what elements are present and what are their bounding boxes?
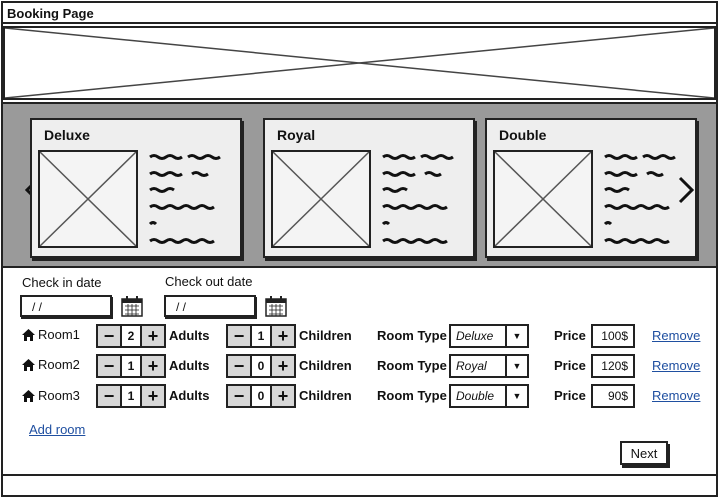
caret-down-icon: ▼ xyxy=(505,356,527,376)
increment-button[interactable]: + xyxy=(272,326,294,346)
children-count[interactable]: 0 xyxy=(250,356,272,376)
children-label: Children xyxy=(299,358,352,373)
check-out-input[interactable]: / / xyxy=(164,295,256,317)
chevron-right-icon[interactable] xyxy=(676,174,696,206)
calendar-icon[interactable] xyxy=(265,295,287,317)
children-stepper: − 0 + xyxy=(226,354,296,378)
children-label: Children xyxy=(299,328,352,343)
adults-label: Adults xyxy=(169,388,210,403)
room-name-text: Room2 xyxy=(38,357,80,372)
adults-stepper: − 2 + xyxy=(96,324,166,348)
price-label: Price xyxy=(554,358,586,373)
text-placeholder-scribble xyxy=(603,154,676,244)
check-out-label: Check out date xyxy=(165,274,253,289)
room-card-double[interactable]: Double xyxy=(485,118,697,258)
room-label: Room3 xyxy=(21,388,80,403)
price-field: 100$ xyxy=(591,324,635,348)
decrement-button[interactable]: − xyxy=(228,326,250,346)
caret-down-icon: ▼ xyxy=(505,326,527,346)
check-in-input[interactable]: / / xyxy=(20,295,112,317)
room-image-placeholder xyxy=(271,150,371,248)
calendar-icon[interactable] xyxy=(121,295,143,317)
home-icon xyxy=(22,389,35,402)
room-card-title: Royal xyxy=(277,127,316,143)
adults-count[interactable]: 2 xyxy=(120,326,142,346)
decrement-button[interactable]: − xyxy=(228,356,250,376)
adults-count[interactable]: 1 xyxy=(120,356,142,376)
footer-divider xyxy=(3,474,716,476)
check-in-label: Check in date xyxy=(22,275,102,290)
next-button[interactable]: Next xyxy=(620,441,668,465)
decrement-button[interactable]: − xyxy=(98,326,120,346)
add-room-link[interactable]: Add room xyxy=(29,422,86,437)
placeholder-cross-icon xyxy=(40,152,136,246)
increment-button[interactable]: + xyxy=(272,386,294,406)
room-type-select[interactable]: Royal ▼ xyxy=(449,354,529,378)
children-count[interactable]: 0 xyxy=(250,386,272,406)
room-name-text: Room1 xyxy=(38,327,80,342)
caret-down-icon: ▼ xyxy=(505,386,527,406)
placeholder-cross-icon xyxy=(495,152,591,246)
window-title: Booking Page xyxy=(3,3,716,24)
children-stepper: − 0 + xyxy=(226,384,296,408)
room-image-placeholder xyxy=(38,150,138,248)
adults-stepper: − 1 + xyxy=(96,354,166,378)
adults-stepper: − 1 + xyxy=(96,384,166,408)
room-type-value: Deluxe xyxy=(456,329,494,343)
room-card-royal[interactable]: Royal xyxy=(263,118,475,258)
increment-button[interactable]: + xyxy=(142,326,164,346)
text-placeholder-scribble xyxy=(381,154,454,244)
room-type-label: Room Type xyxy=(377,328,447,343)
remove-room-link[interactable]: Remove xyxy=(652,358,701,373)
decrement-button[interactable]: − xyxy=(228,386,250,406)
placeholder-cross-icon xyxy=(5,28,714,98)
room-card-title: Double xyxy=(499,127,547,143)
increment-button[interactable]: + xyxy=(272,356,294,376)
room-type-label: Room Type xyxy=(377,388,447,403)
decrement-button[interactable]: − xyxy=(98,356,120,376)
home-icon xyxy=(22,358,35,371)
room-card-title: Deluxe xyxy=(44,127,90,143)
room-image-placeholder xyxy=(493,150,593,248)
room-label: Room2 xyxy=(21,357,80,372)
room-type-select[interactable]: Deluxe ▼ xyxy=(449,324,529,348)
price-label: Price xyxy=(554,388,586,403)
increment-button[interactable]: + xyxy=(142,386,164,406)
room-type-value: Royal xyxy=(456,359,487,373)
room-card-deluxe[interactable]: Deluxe xyxy=(30,118,242,258)
price-label: Price xyxy=(554,328,586,343)
adults-label: Adults xyxy=(169,328,210,343)
children-count[interactable]: 1 xyxy=(250,326,272,346)
room-type-select[interactable]: Double ▼ xyxy=(449,384,529,408)
text-placeholder-scribble xyxy=(148,154,221,244)
price-field: 90$ xyxy=(591,384,635,408)
room-name-text: Room3 xyxy=(38,388,80,403)
room-label: Room1 xyxy=(21,327,80,342)
adults-label: Adults xyxy=(169,358,210,373)
adults-count[interactable]: 1 xyxy=(120,386,142,406)
placeholder-cross-icon xyxy=(273,152,369,246)
room-type-value: Double xyxy=(456,389,495,403)
remove-room-link[interactable]: Remove xyxy=(652,388,701,403)
price-field: 120$ xyxy=(591,354,635,378)
room-carousel: Deluxe Royal xyxy=(3,102,716,268)
decrement-button[interactable]: − xyxy=(98,386,120,406)
children-label: Children xyxy=(299,388,352,403)
children-stepper: − 1 + xyxy=(226,324,296,348)
banner-image-placeholder xyxy=(3,26,716,100)
increment-button[interactable]: + xyxy=(142,356,164,376)
room-type-label: Room Type xyxy=(377,358,447,373)
home-icon xyxy=(22,328,35,341)
remove-room-link[interactable]: Remove xyxy=(652,328,701,343)
